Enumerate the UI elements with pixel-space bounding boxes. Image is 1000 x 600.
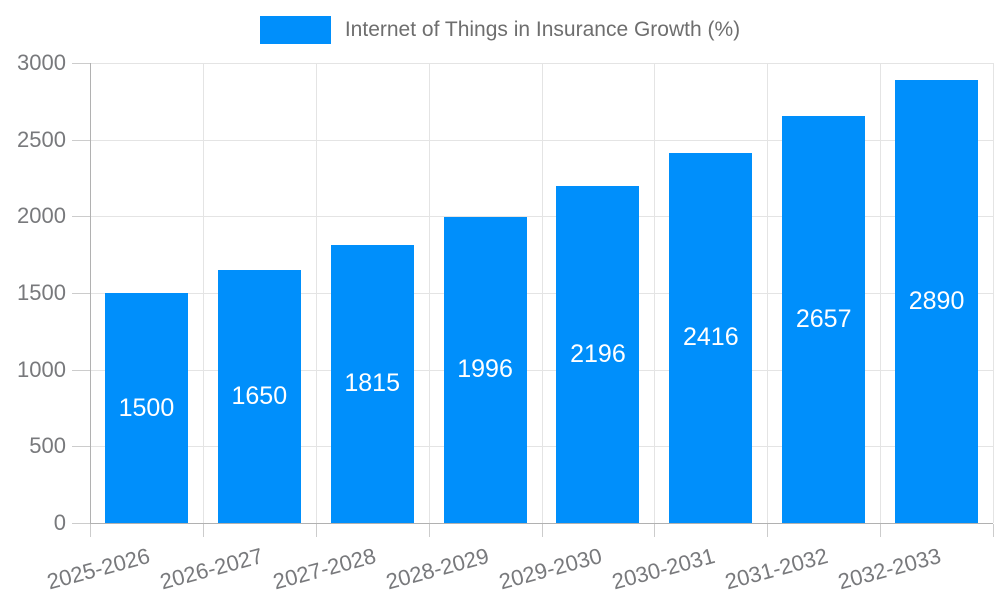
bar-value-label: 1650	[231, 382, 288, 410]
y-axis-tick-label: 1000	[17, 356, 66, 382]
bar[interactable]: 2196	[556, 186, 640, 523]
y-axis-tick-label: 2500	[17, 126, 66, 152]
bar[interactable]: 1996	[443, 216, 527, 523]
x-axis-label: 2027-2028	[270, 543, 379, 595]
bar-value-label: 1996	[457, 355, 513, 384]
plot-area: 0 500 1000 1500 2000 2500 3000 1500 1650 1815 1996…	[17, 50, 994, 594]
x-gridline	[428, 63, 430, 523]
bar-value-label: 1500	[118, 393, 175, 422]
y-axis-tick	[72, 523, 90, 524]
x-axis-tick	[541, 524, 543, 537]
x-axis-label: 2030-2031	[609, 543, 718, 595]
y-axis-tick	[72, 63, 90, 64]
y-axis-tick-label: 500	[29, 433, 66, 459]
y-axis-tick-label: 2000	[17, 203, 66, 229]
bar[interactable]: 2657	[782, 115, 866, 523]
y-axis-tick	[72, 446, 90, 448]
x-axis-label: 2031-2032	[722, 543, 831, 595]
bar-value-label: 2657	[795, 304, 852, 333]
y-axis-tick	[72, 293, 90, 294]
y-axis-tick	[72, 139, 90, 141]
bar[interactable]: 1815	[330, 244, 414, 523]
x-axis-tick	[993, 524, 994, 537]
x-gridline	[315, 63, 317, 523]
x-gridline	[654, 63, 656, 523]
x-axis-label: 2025-2026	[44, 543, 153, 595]
bar[interactable]: 2416	[669, 152, 753, 523]
x-gridline	[993, 63, 994, 523]
legend-series-label[interactable]: Internet of Things in Insurance Growth (…	[344, 18, 741, 41]
x-axis-tick	[880, 524, 882, 537]
bar[interactable]: 1500	[104, 293, 188, 523]
bar[interactable]: 2890	[895, 79, 979, 523]
y-axis-tick-label: 3000	[17, 50, 66, 75]
bar-value-label: 1815	[344, 369, 400, 398]
x-axis-tick	[202, 524, 204, 537]
x-axis-label: 2028-2029	[383, 543, 492, 595]
y-axis-tick	[72, 216, 90, 218]
bar-value-label: 2416	[683, 323, 739, 352]
x-axis-tick	[90, 524, 91, 537]
x-gridline	[880, 63, 882, 523]
y-axis-line	[90, 63, 91, 523]
x-axis-label: 2029-2030	[496, 543, 605, 595]
x-axis-tick	[315, 524, 317, 537]
x-gridline	[541, 63, 543, 523]
bar-value-label: 2890	[908, 286, 965, 315]
x-gridline	[202, 63, 204, 523]
y-axis-tick-label: 1500	[17, 280, 66, 305]
x-axis-line	[90, 523, 993, 524]
x-axis-tick	[428, 524, 430, 537]
bar-value-label: 2196	[570, 340, 626, 369]
bar[interactable]: 1650	[217, 270, 301, 523]
x-axis-label: 2026-2027	[157, 543, 266, 595]
x-gridline	[767, 63, 769, 523]
y-axis-tick	[72, 369, 90, 371]
x-axis-tick	[767, 524, 769, 537]
legend-swatch-icon[interactable]	[259, 16, 331, 44]
legend: Internet of Things in Insurance Growth (…	[0, 16, 1000, 44]
x-axis-label: 2032-2033	[834, 543, 944, 595]
x-axis-tick	[654, 524, 656, 537]
y-axis-tick-label: 0	[53, 510, 66, 535]
